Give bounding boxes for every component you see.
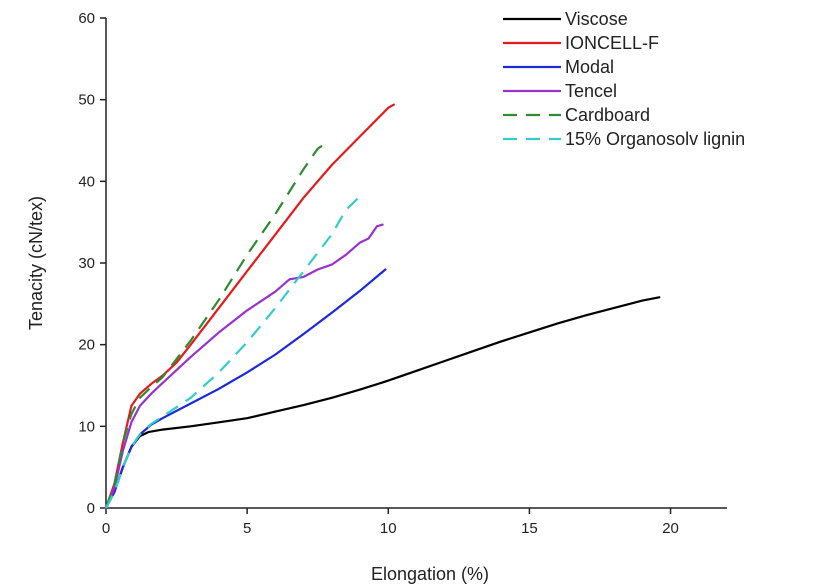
legend-label: Tencel	[565, 81, 617, 101]
y-tick-label: 0	[87, 500, 95, 517]
y-tick-label: 40	[78, 173, 95, 190]
y-tick-label: 10	[78, 418, 95, 435]
legend: Viscose IONCELL-F Modal Tencel Cardboard 15% …	[503, 9, 745, 149]
x-axis-title: Elongation (%)	[371, 564, 489, 584]
series-line-ioncell-f	[104, 103, 395, 510]
legend-label: Modal	[565, 57, 614, 77]
y-tick-label: 30	[78, 255, 95, 272]
x-tick-label: 5	[243, 520, 251, 537]
series-line-15-organosolv-lignin	[105, 192, 364, 509]
legend-label: 15% Organosolv lignin	[565, 129, 745, 149]
y-tick-label: 60	[78, 10, 95, 27]
legend-label: IONCELL-F	[565, 33, 659, 53]
y-tick-label: 50	[78, 92, 95, 109]
y-ticks: 0 10 20 30 40 50 60	[78, 10, 106, 517]
x-tick-label: 0	[102, 520, 110, 537]
plot-area: 0 5 10 15 20 0 10 20 30 40 50 60	[78, 10, 727, 537]
series-line-viscose	[104, 296, 661, 510]
series-line-cardboard	[104, 140, 330, 509]
x-tick-label: 20	[662, 520, 679, 537]
y-axis-title: Tenacity (cN/tex)	[26, 196, 46, 330]
series-line-tencel	[104, 223, 384, 510]
series-lines	[104, 103, 661, 510]
x-tick-label: 15	[521, 520, 538, 537]
legend-label: Viscose	[565, 9, 628, 29]
y-tick-label: 20	[78, 337, 95, 354]
x-tick-label: 10	[380, 520, 397, 537]
x-ticks: 0 5 10 15 20	[102, 508, 679, 537]
legend-label: Cardboard	[565, 105, 650, 125]
